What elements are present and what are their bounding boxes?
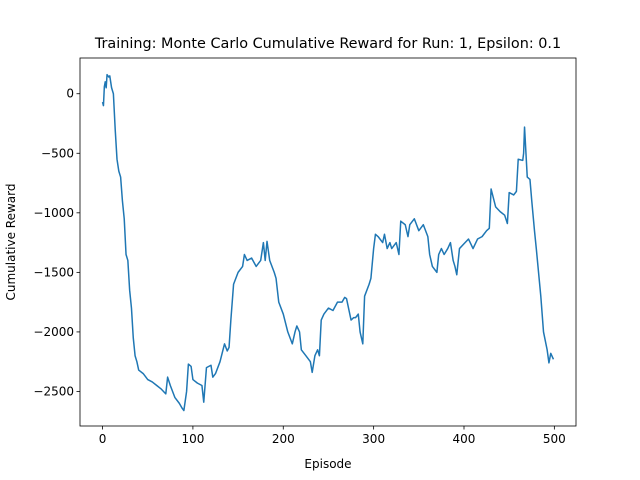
x-tick-label: 100 [181,432,204,446]
y-tick-label: −500 [41,146,74,160]
x-tick-label: 0 [99,432,107,446]
y-tick-label: −1000 [33,206,74,220]
x-tick-label: 500 [543,432,566,446]
x-tick-label: 200 [272,432,295,446]
y-tick-label: 0 [66,87,74,101]
x-axis-label: Episode [304,457,351,471]
line-series [101,73,555,412]
x-tick-label: 300 [362,432,385,446]
y-tick-label: −2000 [33,325,74,339]
y-tick-label: −1500 [33,265,74,279]
x-tick-label: 400 [453,432,476,446]
y-tick-label: −2500 [33,384,74,398]
axes-frame [79,57,577,427]
y-axis-label: Cumulative Reward [4,184,18,301]
chart-title: Training: Monte Carlo Cumulative Reward … [94,36,561,52]
